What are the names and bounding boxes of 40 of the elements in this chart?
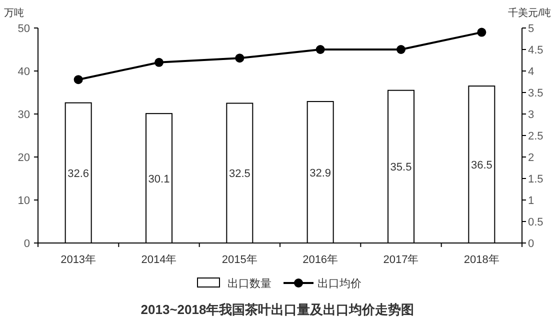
text: 2013~2018年我国茶叶出口量及出口均价走势图 — [140, 302, 414, 317]
y-tick-label: 10 — [18, 195, 30, 207]
data-label: 32.5 — [228, 168, 250, 180]
x-tick-label: 2017年 — [383, 254, 419, 266]
x-tick-label: 2018年 — [464, 254, 500, 266]
point — [477, 28, 486, 37]
y2-tick-label: 0.5 — [528, 216, 544, 228]
y-axis-title: 万吨 — [4, 7, 24, 19]
legend-label: 出口均价 — [318, 277, 362, 290]
x-tick-label: 2014年 — [141, 254, 177, 266]
data-label: 35.5 — [390, 162, 412, 174]
x-tick-label: 2013年 — [60, 254, 96, 266]
y-tick-label: 40 — [18, 66, 30, 78]
y2-tick-label: 4.5 — [528, 44, 544, 56]
y-tick-label: 30 — [18, 109, 30, 121]
data-label: 32.6 — [68, 168, 90, 180]
y2-tick-label: 3 — [528, 109, 534, 121]
legend-label: 出口数量 — [228, 277, 272, 290]
x-tick-label: 2016年 — [302, 254, 338, 266]
y2-tick-label: 0 — [528, 238, 534, 250]
point — [235, 54, 244, 63]
point — [154, 58, 164, 67]
y2-tick-label: 5 — [528, 23, 534, 35]
y-tick-label: 50 — [18, 23, 30, 35]
y2-tick-label: 4 — [528, 66, 534, 78]
data-label: 32.9 — [310, 167, 332, 180]
point — [316, 45, 325, 54]
data-label: 36.5 — [470, 160, 492, 172]
y2-tick-label: 2 — [528, 152, 534, 164]
y2-axis-title: 千美元/吨 — [508, 7, 551, 19]
y2-tick-label: 1 — [528, 195, 534, 207]
y-tick-label: 20 — [18, 152, 30, 164]
y2-tick-label: 1.5 — [528, 174, 544, 186]
x-tick-label: 2015年 — [222, 254, 258, 266]
point — [74, 75, 83, 84]
y-tick-label: 0 — [24, 238, 30, 250]
point — [396, 45, 406, 54]
data-label: 30.1 — [148, 173, 170, 186]
y2-tick-label: 2.5 — [528, 130, 544, 142]
y2-tick-label: 3.5 — [528, 88, 544, 100]
